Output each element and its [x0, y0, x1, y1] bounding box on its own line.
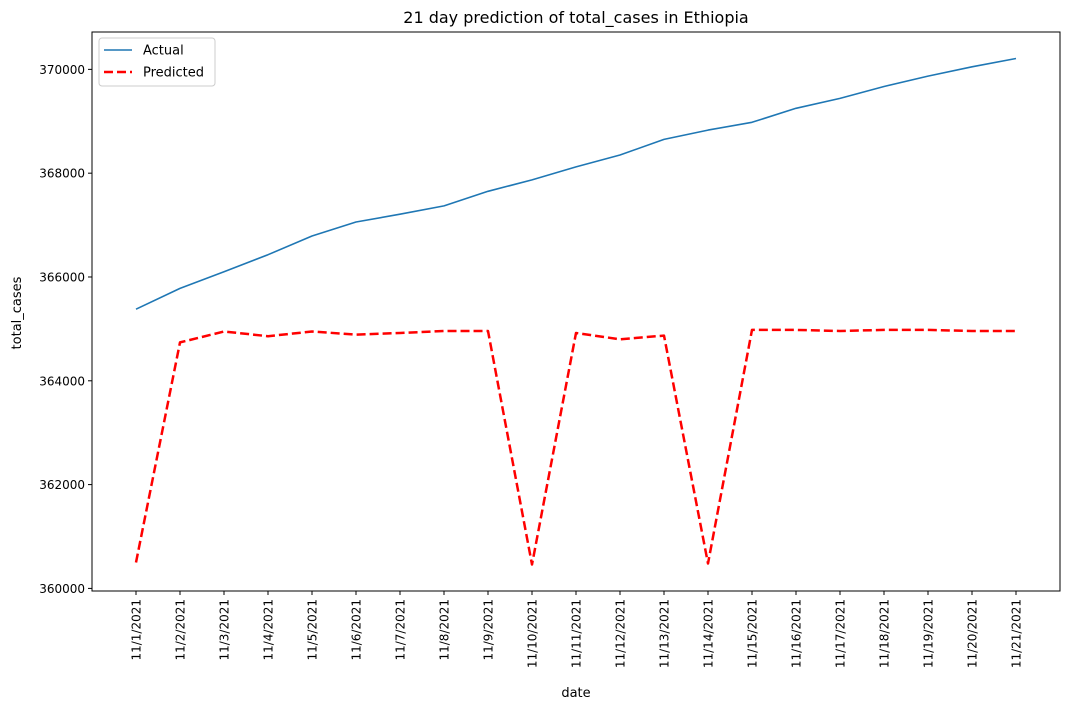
y-tick-label: 360000: [39, 582, 85, 596]
legend-label: Actual: [143, 44, 184, 59]
x-tick-label: 11/1/2021: [130, 599, 144, 661]
x-tick-label: 11/14/2021: [702, 599, 716, 668]
legend: Actual Predicted: [98, 37, 216, 87]
y-tick-label: 362000: [39, 478, 85, 492]
x-tick-label: 11/11/2021: [570, 599, 584, 668]
x-tick-label: 11/15/2021: [746, 599, 760, 668]
chart-title: 21 day prediction of total_cases in Ethi…: [403, 8, 748, 28]
series-line-predicted: [134, 328, 1016, 566]
x-tick-label: 11/9/2021: [482, 599, 496, 661]
y-tick-label: 370000: [39, 63, 85, 77]
x-tick-label: 11/12/2021: [614, 599, 628, 668]
x-tick-label: 11/18/2021: [878, 599, 892, 668]
plot-frame: [91, 31, 1061, 592]
x-tick-label: 11/5/2021: [306, 599, 320, 661]
x-tick-label: 11/4/2021: [262, 599, 276, 661]
x-tick-label: 11/3/2021: [218, 599, 232, 661]
x-tick-label: 11/10/2021: [526, 599, 540, 668]
x-tick-label: 11/8/2021: [438, 599, 452, 661]
x-tick-label: 11/19/2021: [922, 599, 936, 668]
x-tick-label: 11/17/2021: [834, 599, 848, 668]
x-tick-label: 11/16/2021: [790, 599, 804, 668]
x-tick-label: 11/21/2021: [1010, 599, 1024, 668]
legend-label: Predicted: [143, 66, 204, 81]
y-tick-label: 364000: [39, 374, 85, 388]
x-tick-label: 11/13/2021: [658, 599, 672, 668]
y-tick-label: 366000: [39, 270, 85, 284]
x-tick-label: 11/2/2021: [174, 599, 188, 661]
x-tick-label: 11/7/2021: [394, 599, 408, 661]
y-tick-label: 368000: [39, 167, 85, 181]
plot-area: 360000 362000 364000 366000 368000 370000 11/1…: [39, 31, 1061, 668]
x-tick-label: 11/20/2021: [966, 599, 980, 668]
y-axis-label: total_cases: [10, 276, 25, 349]
x-tick-label: 11/6/2021: [350, 599, 364, 661]
series-line-actual: [135, 57, 1017, 310]
x-axis-label: date: [561, 686, 590, 701]
